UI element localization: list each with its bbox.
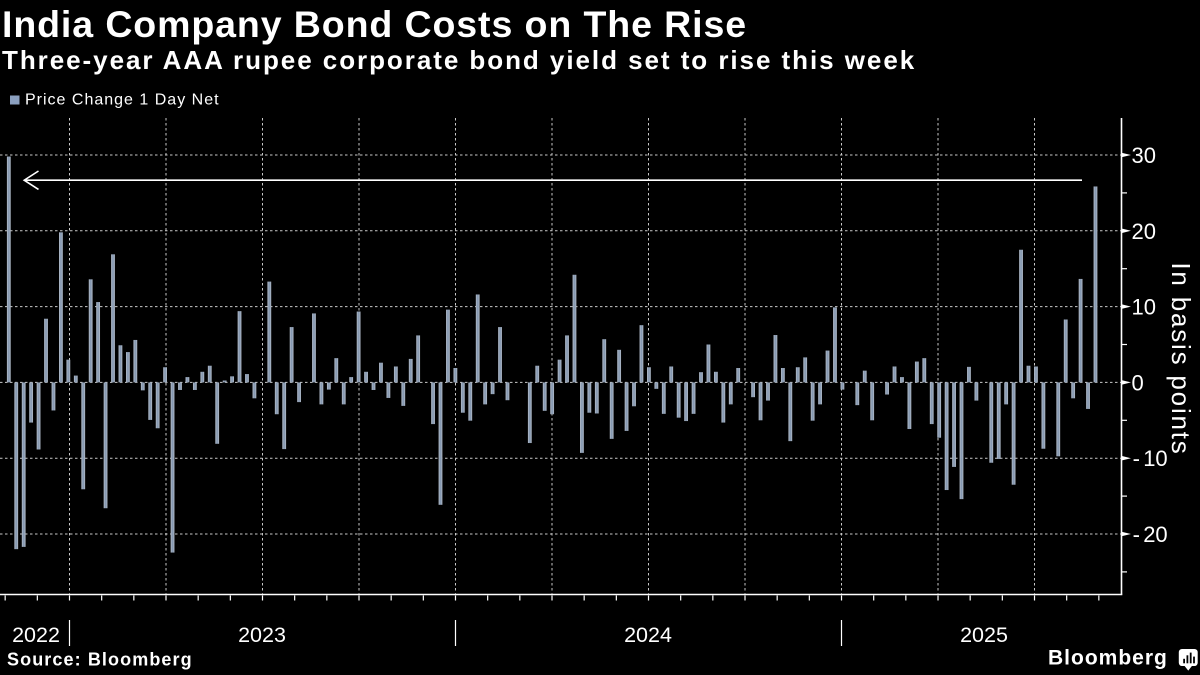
svg-text:India Company Bond Costs on Th: India Company Bond Costs on The Rise [2, 3, 747, 45]
svg-text:In basis points: In basis points [1166, 262, 1196, 455]
svg-text:2022: 2022 [12, 623, 60, 647]
svg-text:10: 10 [1143, 446, 1167, 471]
svg-text:2025: 2025 [960, 623, 1008, 647]
svg-text:Source: Bloomberg: Source: Bloomberg [7, 650, 193, 670]
svg-text:20: 20 [1132, 219, 1156, 244]
svg-text:Price Change 1 Day Net: Price Change 1 Day Net [25, 92, 220, 109]
svg-text:2023: 2023 [238, 623, 286, 647]
svg-text:-: - [1133, 446, 1140, 471]
svg-text:30: 30 [1132, 143, 1156, 168]
svg-text:Three-year AAA rupee corporate: Three-year AAA rupee corporate bond yiel… [2, 45, 916, 75]
svg-text:0: 0 [1132, 370, 1144, 395]
svg-text:-: - [1133, 522, 1140, 547]
svg-text:20: 20 [1143, 522, 1167, 547]
svg-text:10: 10 [1132, 295, 1156, 320]
svg-text:2024: 2024 [624, 623, 672, 647]
svg-text:Bloomberg: Bloomberg [1048, 647, 1168, 670]
